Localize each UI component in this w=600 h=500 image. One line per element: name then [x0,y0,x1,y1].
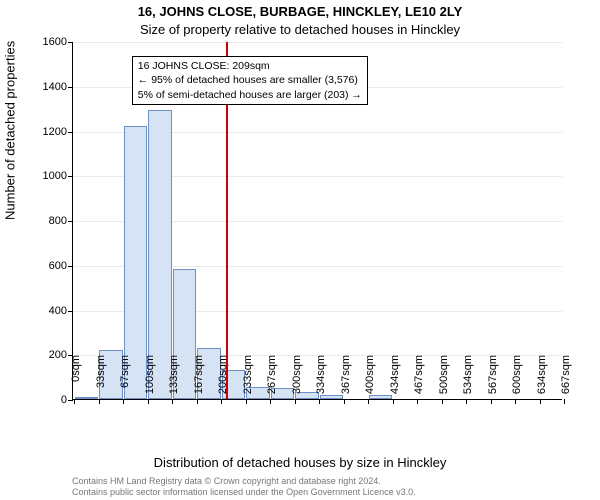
x-tick-label: 634sqm [536,355,548,405]
y-tick-label: 1200 [43,126,73,138]
y-tick-label: 800 [49,215,73,227]
x-tick-label: 534sqm [462,355,474,405]
plot-area: 020040060080010001200140016000sqm33sqm67… [72,42,562,400]
y-tick-label: 400 [49,305,73,317]
chart-subtitle: Size of property relative to detached ho… [0,22,600,37]
annotation-line-1: 16 JOHNS CLOSE: 209sqm [138,59,362,73]
x-axis-label: Distribution of detached houses by size … [0,455,600,470]
footer-copyright-2: Contains public sector information licen… [72,487,416,497]
y-tick-label: 1000 [43,170,73,182]
y-tick-label: 1400 [43,81,73,93]
annotation-line-2: ← 95% of detached houses are smaller (3,… [138,73,362,87]
x-tick-label: 167sqm [193,355,205,405]
x-tick-label: 434sqm [389,355,401,405]
page-title: 16, JOHNS CLOSE, BURBAGE, HINCKLEY, LE10… [0,4,600,19]
x-tick-label: 334sqm [315,355,327,405]
y-axis-label: Number of detached properties [3,41,18,220]
footer-copyright-1: Contains HM Land Registry data © Crown c… [72,476,381,486]
x-tick-label: 233sqm [242,355,254,405]
x-tick-label: 500sqm [438,355,450,405]
y-tick-label: 1600 [43,36,73,48]
x-tick-label: 300sqm [291,355,303,405]
x-tick-label: 100sqm [144,355,156,405]
gridline [73,42,562,43]
chart-container: 16, JOHNS CLOSE, BURBAGE, HINCKLEY, LE10… [0,0,600,500]
x-tick-label: 267sqm [266,355,278,405]
x-tick-label: 667sqm [560,355,572,405]
x-tick-label: 600sqm [511,355,523,405]
x-tick-label: 400sqm [364,355,376,405]
y-tick-label: 600 [49,260,73,272]
x-tick-label: 467sqm [413,355,425,405]
x-tick-label: 567sqm [487,355,499,405]
x-tick-label: 367sqm [340,355,352,405]
x-tick-label: 133sqm [168,355,180,405]
annotation-line-3: 5% of semi-detached houses are larger (2… [138,88,362,102]
annotation-box: 16 JOHNS CLOSE: 209sqm ← 95% of detached… [132,56,368,105]
x-tick-label: 0sqm [70,355,82,405]
x-tick-label: 33sqm [95,355,107,405]
x-tick-label: 67sqm [119,355,131,405]
